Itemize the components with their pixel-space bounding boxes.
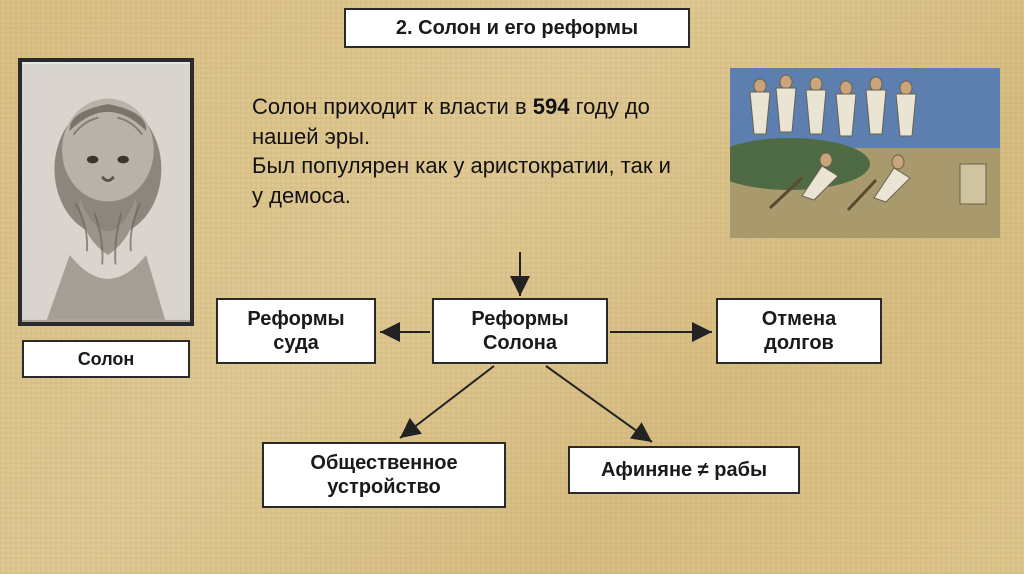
slide-root: 2. Солон и его реформы Солон xyxy=(0,0,1024,574)
node-solon-reforms: РеформыСолона xyxy=(432,298,608,364)
node-court-reforms: Реформысуда xyxy=(216,298,376,364)
portrait-caption: Солон xyxy=(22,340,190,378)
scene-icon xyxy=(730,68,1000,238)
node-social-order: Общественноеустройство xyxy=(262,442,506,508)
node-label: Общественноеустройство xyxy=(310,451,457,499)
node-label: Афиняне ≠ рабы xyxy=(601,458,767,482)
slide-title: 2. Солон и его реформы xyxy=(344,8,690,48)
body-year: 594 xyxy=(533,94,570,119)
body-l2: Был популярен как у аристократии, так и … xyxy=(252,153,671,208)
node-debt-cancel: Отменадолгов xyxy=(716,298,882,364)
node-not-slaves: Афиняне ≠ рабы xyxy=(568,446,800,494)
node-label: Реформысуда xyxy=(247,307,344,355)
slide-title-text: 2. Солон и его реформы xyxy=(396,17,638,40)
node-label: РеформыСолона xyxy=(471,307,568,355)
portrait-image xyxy=(18,58,194,326)
body-text: Солон приходит к власти в 594 году до на… xyxy=(252,92,684,211)
body-l1a: Солон приходит к власти в xyxy=(252,94,533,119)
bust-icon xyxy=(22,62,190,322)
node-label: Отменадолгов xyxy=(762,307,836,355)
illustration-image xyxy=(730,68,1000,238)
portrait-caption-text: Солон xyxy=(78,349,135,370)
